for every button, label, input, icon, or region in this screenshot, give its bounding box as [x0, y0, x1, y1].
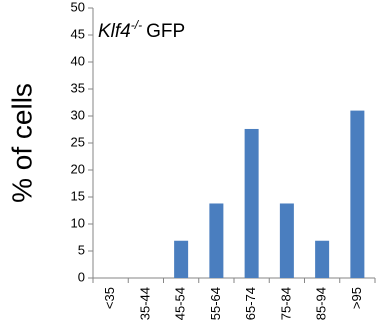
- bar-85-94: [315, 240, 330, 278]
- bar-65-74: [244, 128, 259, 278]
- y-tick-label: 20: [71, 161, 85, 176]
- x-tick-label: 45-54: [173, 287, 188, 320]
- chart-title: Klf4-/- GFP: [98, 18, 185, 42]
- bar-45-54: [174, 240, 189, 278]
- x-tick-label: >95: [349, 287, 364, 309]
- x-tick-label: <35: [102, 287, 117, 309]
- y-axis: 0 5 10 15 20 25 30 35 40 45 50: [71, 0, 94, 284]
- y-tick-label: 0: [78, 269, 85, 284]
- y-tick-label: 30: [71, 107, 85, 122]
- x-tick-label: 35-44: [137, 287, 152, 320]
- bar->95: [350, 110, 365, 278]
- y-tick-label: 40: [71, 53, 85, 68]
- bar-55-64: [209, 203, 224, 278]
- chart-title-superscript: -/-: [131, 18, 142, 32]
- x-tick-label: 85-94: [314, 287, 329, 320]
- y-tick-label: 25: [71, 134, 85, 149]
- y-tick-label: 5: [78, 242, 85, 257]
- y-tick-label: 50: [71, 0, 85, 14]
- x-tick-label: 65-74: [243, 287, 258, 320]
- x-tick-label: 55-64: [208, 287, 223, 320]
- y-tick-label: 10: [71, 215, 85, 230]
- chart-title-gene: Klf4: [98, 21, 131, 42]
- y-tick-label: 45: [71, 26, 85, 41]
- bar-series: [174, 110, 365, 278]
- y-axis-label: % of cells: [6, 83, 37, 203]
- y-tick-label: 15: [71, 188, 85, 203]
- x-tick-label: 75-84: [278, 287, 293, 320]
- chart-title-suffix: GFP: [146, 21, 185, 42]
- y-tick-label: 35: [71, 80, 85, 95]
- bar-75-84: [279, 203, 294, 278]
- x-axis: <35 35-44 45-54 55-64 65-74 75-84 85-94 >95: [92, 277, 376, 320]
